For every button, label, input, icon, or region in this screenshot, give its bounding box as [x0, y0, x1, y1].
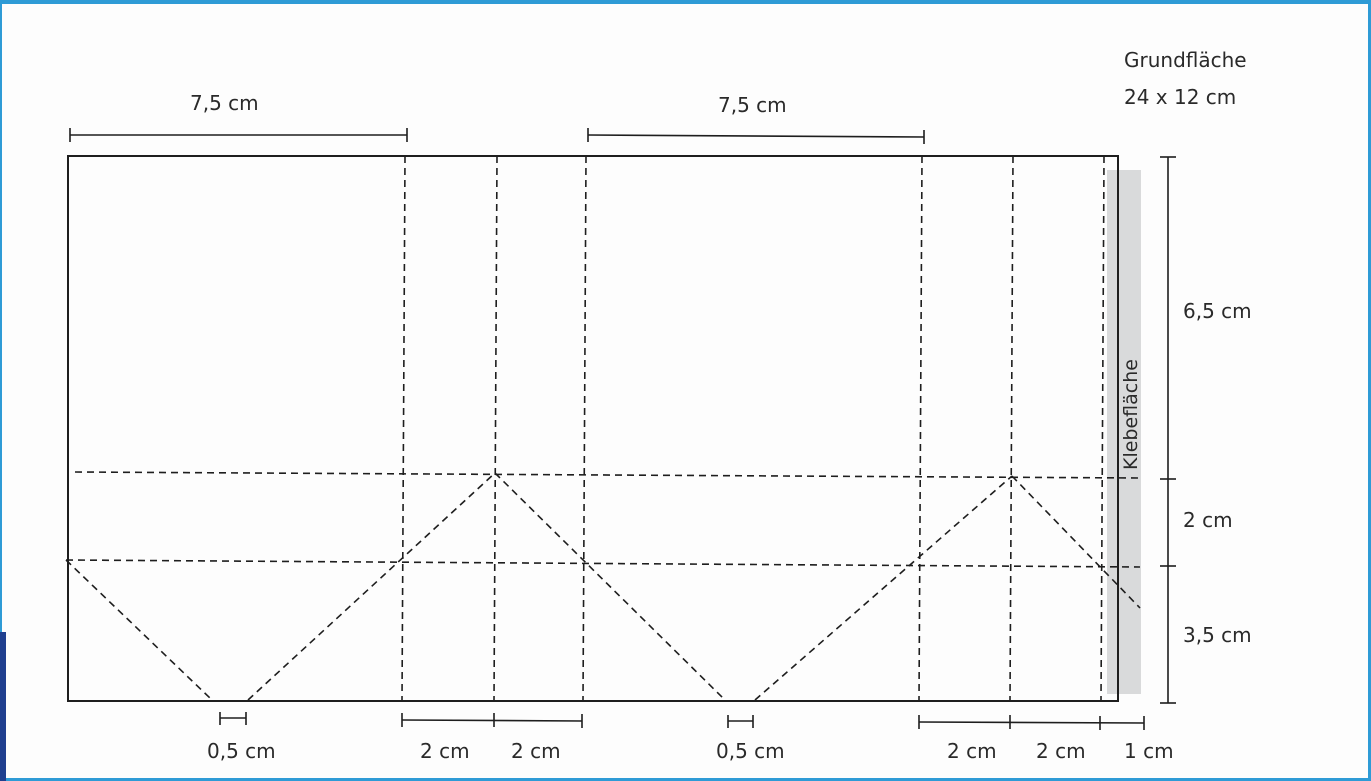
dimension-lines — [69, 128, 1176, 730]
bottom-right-side-b-label: 2 cm — [1036, 739, 1086, 763]
bottom-glue-width-label: 1 cm — [1124, 739, 1174, 763]
bottom-right-side-a-label: 2 cm — [947, 739, 997, 763]
corner-mark — [0, 632, 6, 781]
fold-line-v2 — [493, 155, 498, 702]
glue-area-label: Klebefläche — [1120, 359, 1142, 470]
glue-strip — [1107, 170, 1141, 694]
fold-line-v3 — [582, 155, 587, 702]
fold-line-v1 — [401, 155, 406, 702]
fold-line-h1 — [74, 471, 1141, 479]
fold-line-h2 — [65, 559, 1141, 568]
right-middle-height-label: 2 cm — [1183, 508, 1233, 532]
bottom-left-side-a-label: 2 cm — [420, 739, 470, 763]
fold-line-diag-4 — [754, 475, 1013, 701]
fold-line-v4 — [918, 155, 923, 702]
fold-line-diag-1 — [65, 559, 213, 701]
fold-line-diag-5 — [1011, 475, 1141, 609]
fold-line-diag-3 — [494, 472, 726, 701]
top-left-width-label: 7,5 cm — [190, 91, 259, 115]
right-bottom-height-label: 3,5 cm — [1183, 623, 1252, 647]
top-right-width-label: 7,5 cm — [718, 93, 787, 117]
fold-lines — [65, 155, 1141, 702]
bottom-middle-gap-label: 0,5 cm — [716, 739, 785, 763]
bottom-left-side-b-label: 2 cm — [511, 739, 561, 763]
base-area-title: Grundfläche — [1124, 48, 1247, 72]
fold-line-v6 — [1100, 155, 1105, 702]
template-outline — [67, 155, 1119, 702]
right-top-height-label: 6,5 cm — [1183, 299, 1252, 323]
bottom-left-gap-label: 0,5 cm — [207, 739, 276, 763]
fold-line-v5 — [1009, 155, 1014, 702]
fold-line-diag-2 — [247, 472, 496, 701]
base-area-size: 24 x 12 cm — [1124, 85, 1236, 109]
